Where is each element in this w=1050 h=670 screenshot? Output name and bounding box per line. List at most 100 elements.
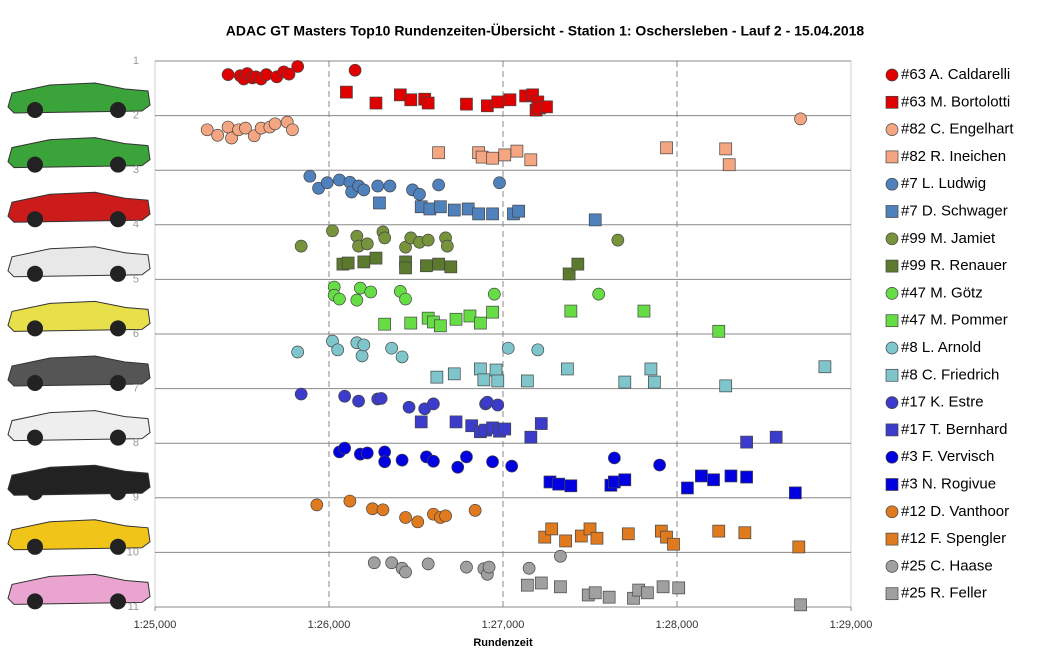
point <box>656 580 670 594</box>
car-icon <box>7 464 151 501</box>
point <box>367 556 381 570</box>
legend-label: #3 N. Rogivue <box>901 475 996 492</box>
point <box>414 415 428 429</box>
point <box>460 450 473 464</box>
legend-marker <box>885 396 899 409</box>
legend-marker <box>885 123 899 136</box>
point <box>374 392 388 405</box>
point <box>524 153 538 167</box>
point <box>404 93 418 107</box>
car-wheel <box>110 375 126 391</box>
point <box>404 316 418 330</box>
point <box>463 309 477 323</box>
point <box>592 287 606 301</box>
point <box>637 304 651 318</box>
point <box>486 151 499 165</box>
point <box>740 435 753 449</box>
point <box>510 144 524 158</box>
legend-label: #8 L. Arnold <box>901 339 981 356</box>
legend-label: #12 D. Vanthoor <box>901 503 1009 520</box>
point <box>399 511 412 524</box>
point <box>792 540 806 554</box>
point <box>402 400 416 414</box>
point <box>225 131 238 145</box>
x-tick-label: 1:29,000 <box>830 619 873 631</box>
car-icon <box>7 137 151 173</box>
point <box>360 446 374 460</box>
point <box>434 319 447 333</box>
legend-label: #99 R. Renauer <box>901 257 1007 274</box>
point <box>427 397 440 411</box>
y-tick-label: 5 <box>133 273 139 285</box>
point <box>618 473 632 487</box>
x-tick-label: 1:26,000 <box>308 619 351 631</box>
point <box>611 233 625 247</box>
point <box>562 267 576 281</box>
point <box>221 68 235 82</box>
chart-title: ADAC GT Masters Top10 Rundenzeiten-Übers… <box>226 23 865 39</box>
point <box>460 560 473 574</box>
car-wheel <box>27 211 43 228</box>
point <box>641 586 654 600</box>
point <box>352 394 365 408</box>
point <box>498 148 512 162</box>
point <box>644 362 658 376</box>
point <box>376 503 390 517</box>
car-icon <box>7 82 151 118</box>
point <box>444 260 458 274</box>
point <box>399 261 412 275</box>
car-icon <box>7 246 151 282</box>
car-wheel <box>27 320 43 337</box>
x-tick-label: 1:28,000 <box>656 619 699 631</box>
point <box>460 97 473 111</box>
car-wheel <box>27 375 43 391</box>
car-icon <box>7 300 151 337</box>
car-wheel <box>27 265 43 282</box>
car-icon <box>7 573 151 610</box>
car-wheel <box>110 211 126 228</box>
point <box>451 460 465 474</box>
point <box>521 578 534 592</box>
y-tick-label: 1 <box>133 55 139 67</box>
point <box>421 557 435 571</box>
car-wheel <box>110 429 126 446</box>
point <box>294 387 308 401</box>
point <box>486 305 499 319</box>
legend-label: #3 F. Vervisch <box>901 448 994 465</box>
legend-marker <box>885 368 899 382</box>
point <box>350 293 364 307</box>
point <box>369 96 383 110</box>
point <box>667 537 680 551</box>
legend-marker <box>885 314 899 328</box>
point <box>411 515 425 529</box>
point <box>221 120 235 134</box>
point <box>439 509 452 523</box>
point <box>468 504 482 517</box>
point <box>378 455 392 469</box>
point <box>440 239 454 253</box>
point <box>653 458 666 472</box>
point <box>531 343 545 357</box>
legend-marker <box>885 177 899 191</box>
point <box>534 417 548 430</box>
point <box>474 316 487 330</box>
point <box>472 207 485 221</box>
point <box>211 128 224 142</box>
point <box>540 100 553 114</box>
point <box>648 375 661 389</box>
point <box>357 338 371 352</box>
point <box>545 522 559 536</box>
point <box>491 374 505 388</box>
point <box>724 469 738 483</box>
point <box>294 239 308 253</box>
point <box>340 85 353 99</box>
point <box>818 360 832 374</box>
car-wheel <box>27 429 43 446</box>
legend-label: #47 M. Götz <box>901 284 983 301</box>
point <box>421 96 435 110</box>
legend-label: #99 M. Jamiet <box>901 230 996 247</box>
point <box>712 524 726 538</box>
y-tick-label: 6 <box>133 328 139 340</box>
point <box>493 176 506 190</box>
point <box>373 196 386 210</box>
